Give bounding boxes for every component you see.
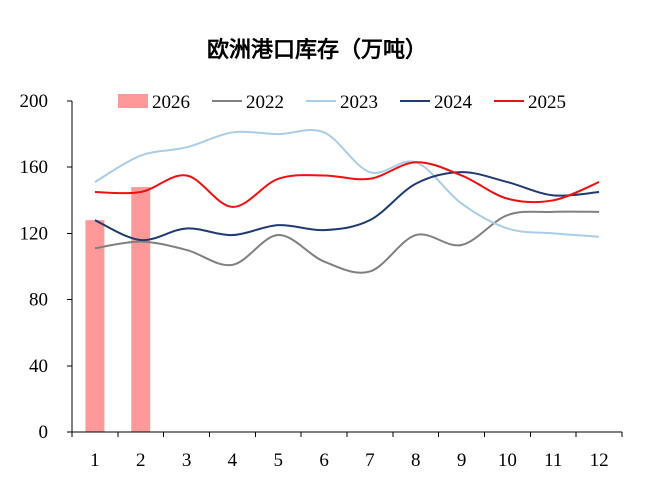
y-tick-label: 160 [20, 157, 49, 178]
legend-label-2022: 2022 [246, 92, 284, 113]
y-tick-label: 120 [20, 223, 49, 244]
x-tick-label: 6 [319, 450, 329, 471]
legend-label-2023: 2023 [340, 92, 378, 113]
legend-label-2025: 2025 [528, 92, 566, 113]
x-tick-label: 5 [274, 450, 284, 471]
legend-label-2024: 2024 [434, 92, 473, 113]
series-line-2023 [94, 129, 600, 238]
legend: 2026 2022 2023 2024 2025 [118, 92, 566, 113]
series-line-2022 [94, 210, 600, 274]
legend-label-2026: 2026 [152, 92, 190, 113]
y-tick-label: 0 [39, 422, 49, 443]
y-tick-label: 200 [20, 91, 49, 112]
x-tick-label: 1 [90, 450, 100, 471]
legend-swatch-2026 [118, 94, 148, 108]
x-tick-label: 2 [136, 450, 146, 471]
bar-2026-1 [85, 220, 105, 432]
bars-layer [85, 187, 151, 432]
y-tick-label: 40 [29, 356, 48, 377]
x-tick-label: 9 [457, 450, 467, 471]
chart-title: 欧洲港口库存（万吨） [207, 37, 427, 63]
series-line-2024 [94, 171, 600, 242]
x-tick-label: 8 [411, 450, 421, 471]
bar-2026-2 [131, 187, 151, 432]
lines-layer [94, 129, 600, 274]
y-tick-label: 80 [29, 290, 48, 311]
x-tick-label: 3 [182, 450, 192, 471]
x-tick-label: 10 [498, 450, 517, 471]
x-tick-label: 4 [228, 450, 238, 471]
x-tick-label: 7 [365, 450, 375, 471]
x-tick-label: 12 [590, 450, 609, 471]
series-line-2025 [94, 161, 600, 208]
x-tick-label: 11 [544, 450, 562, 471]
